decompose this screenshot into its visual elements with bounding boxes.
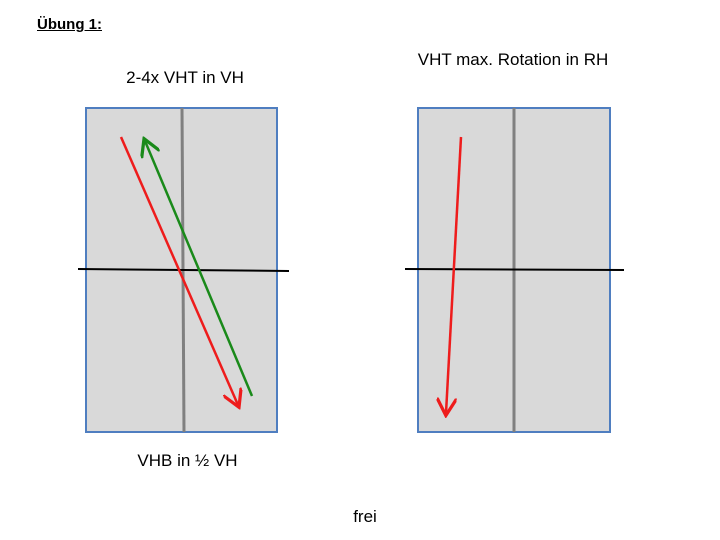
- left-panel-bottom-label: VHB in ½ VH: [137, 451, 238, 470]
- left-panel-red-arrow: [119, 136, 238, 405]
- right-panel-horizontal-line: [404, 268, 625, 271]
- left-panel-green-arrow: [145, 141, 254, 397]
- left-panel-top-label: 2-4x VHT in VH: [126, 68, 244, 87]
- right-panel-top-label: VHT max. Rotation in RH: [417, 50, 609, 69]
- left-panel-horizontal-line: [77, 268, 290, 272]
- right-panel-red-arrow: [446, 136, 463, 413]
- footer-label: frei: [353, 507, 377, 526]
- left-panel: [77, 107, 290, 433]
- right-panel: [404, 107, 625, 433]
- exercise-title: Übung 1:: [37, 16, 102, 33]
